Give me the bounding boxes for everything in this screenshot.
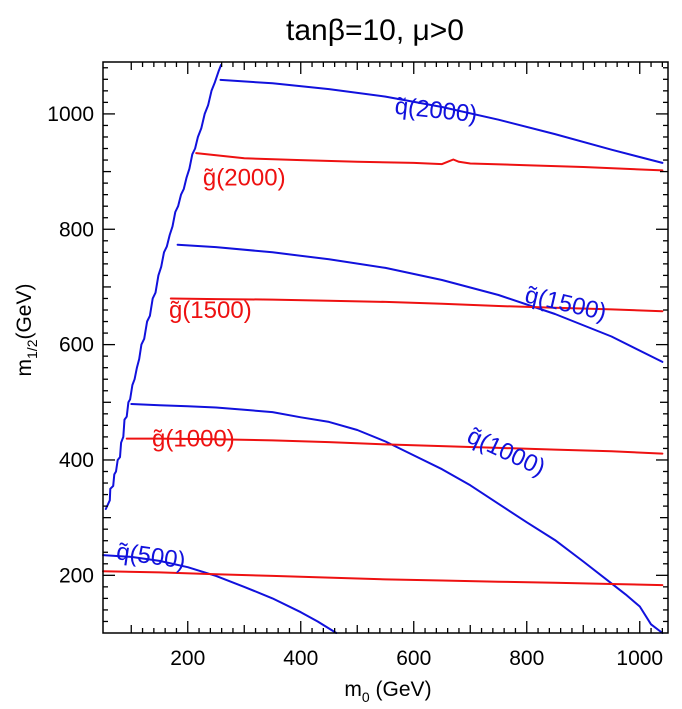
squark-label-3: q̃(1500) (522, 281, 609, 326)
y-tick-label: 800 (59, 218, 94, 241)
gluino-label-2: g̃(2000) (203, 164, 286, 191)
y-tick-label: 400 (59, 449, 94, 472)
gluino-curve-8 (102, 570, 664, 587)
squark-label-1: q̃(2000) (393, 93, 478, 129)
gluino-curve-6 (125, 437, 664, 455)
axis-ticks: 200 400 600 800 1000 200 400 600 800 1000 (47, 62, 668, 670)
x-tick-label: 200 (170, 647, 205, 670)
squark-curve-7 (102, 554, 338, 634)
squark-label-5: q̃(1000) (463, 422, 549, 481)
x-tick-label: 800 (509, 647, 544, 670)
y-tick-label: 200 (59, 564, 94, 587)
y-tick-label: 600 (59, 334, 94, 357)
boundary-curve-0 (104, 63, 223, 510)
squark-curve-1 (219, 78, 664, 164)
squark-curve-3 (176, 243, 664, 363)
x-tick-label: 400 (283, 647, 318, 670)
plot-frame (102, 61, 669, 634)
x-axis-label: m0 (GeV) (344, 678, 431, 705)
x-tick-label: 600 (396, 647, 431, 670)
x-tick-label: 1000 (616, 647, 663, 670)
gluino-label-4: g̃(1500) (169, 297, 252, 324)
y-tick-label: 1000 (47, 103, 94, 126)
y-axis-label: m1/2(GeV) (13, 284, 40, 377)
squark-curve-5 (130, 403, 664, 634)
curves (102, 63, 664, 634)
squark-label-7: q̃(500) (115, 538, 187, 574)
chart-title: tanβ=10, μ>0 (286, 14, 464, 47)
gluino-curve-4 (169, 297, 664, 313)
gluino-label-6: g̃(1000) (152, 426, 235, 453)
gluino-curve-2 (195, 152, 664, 172)
